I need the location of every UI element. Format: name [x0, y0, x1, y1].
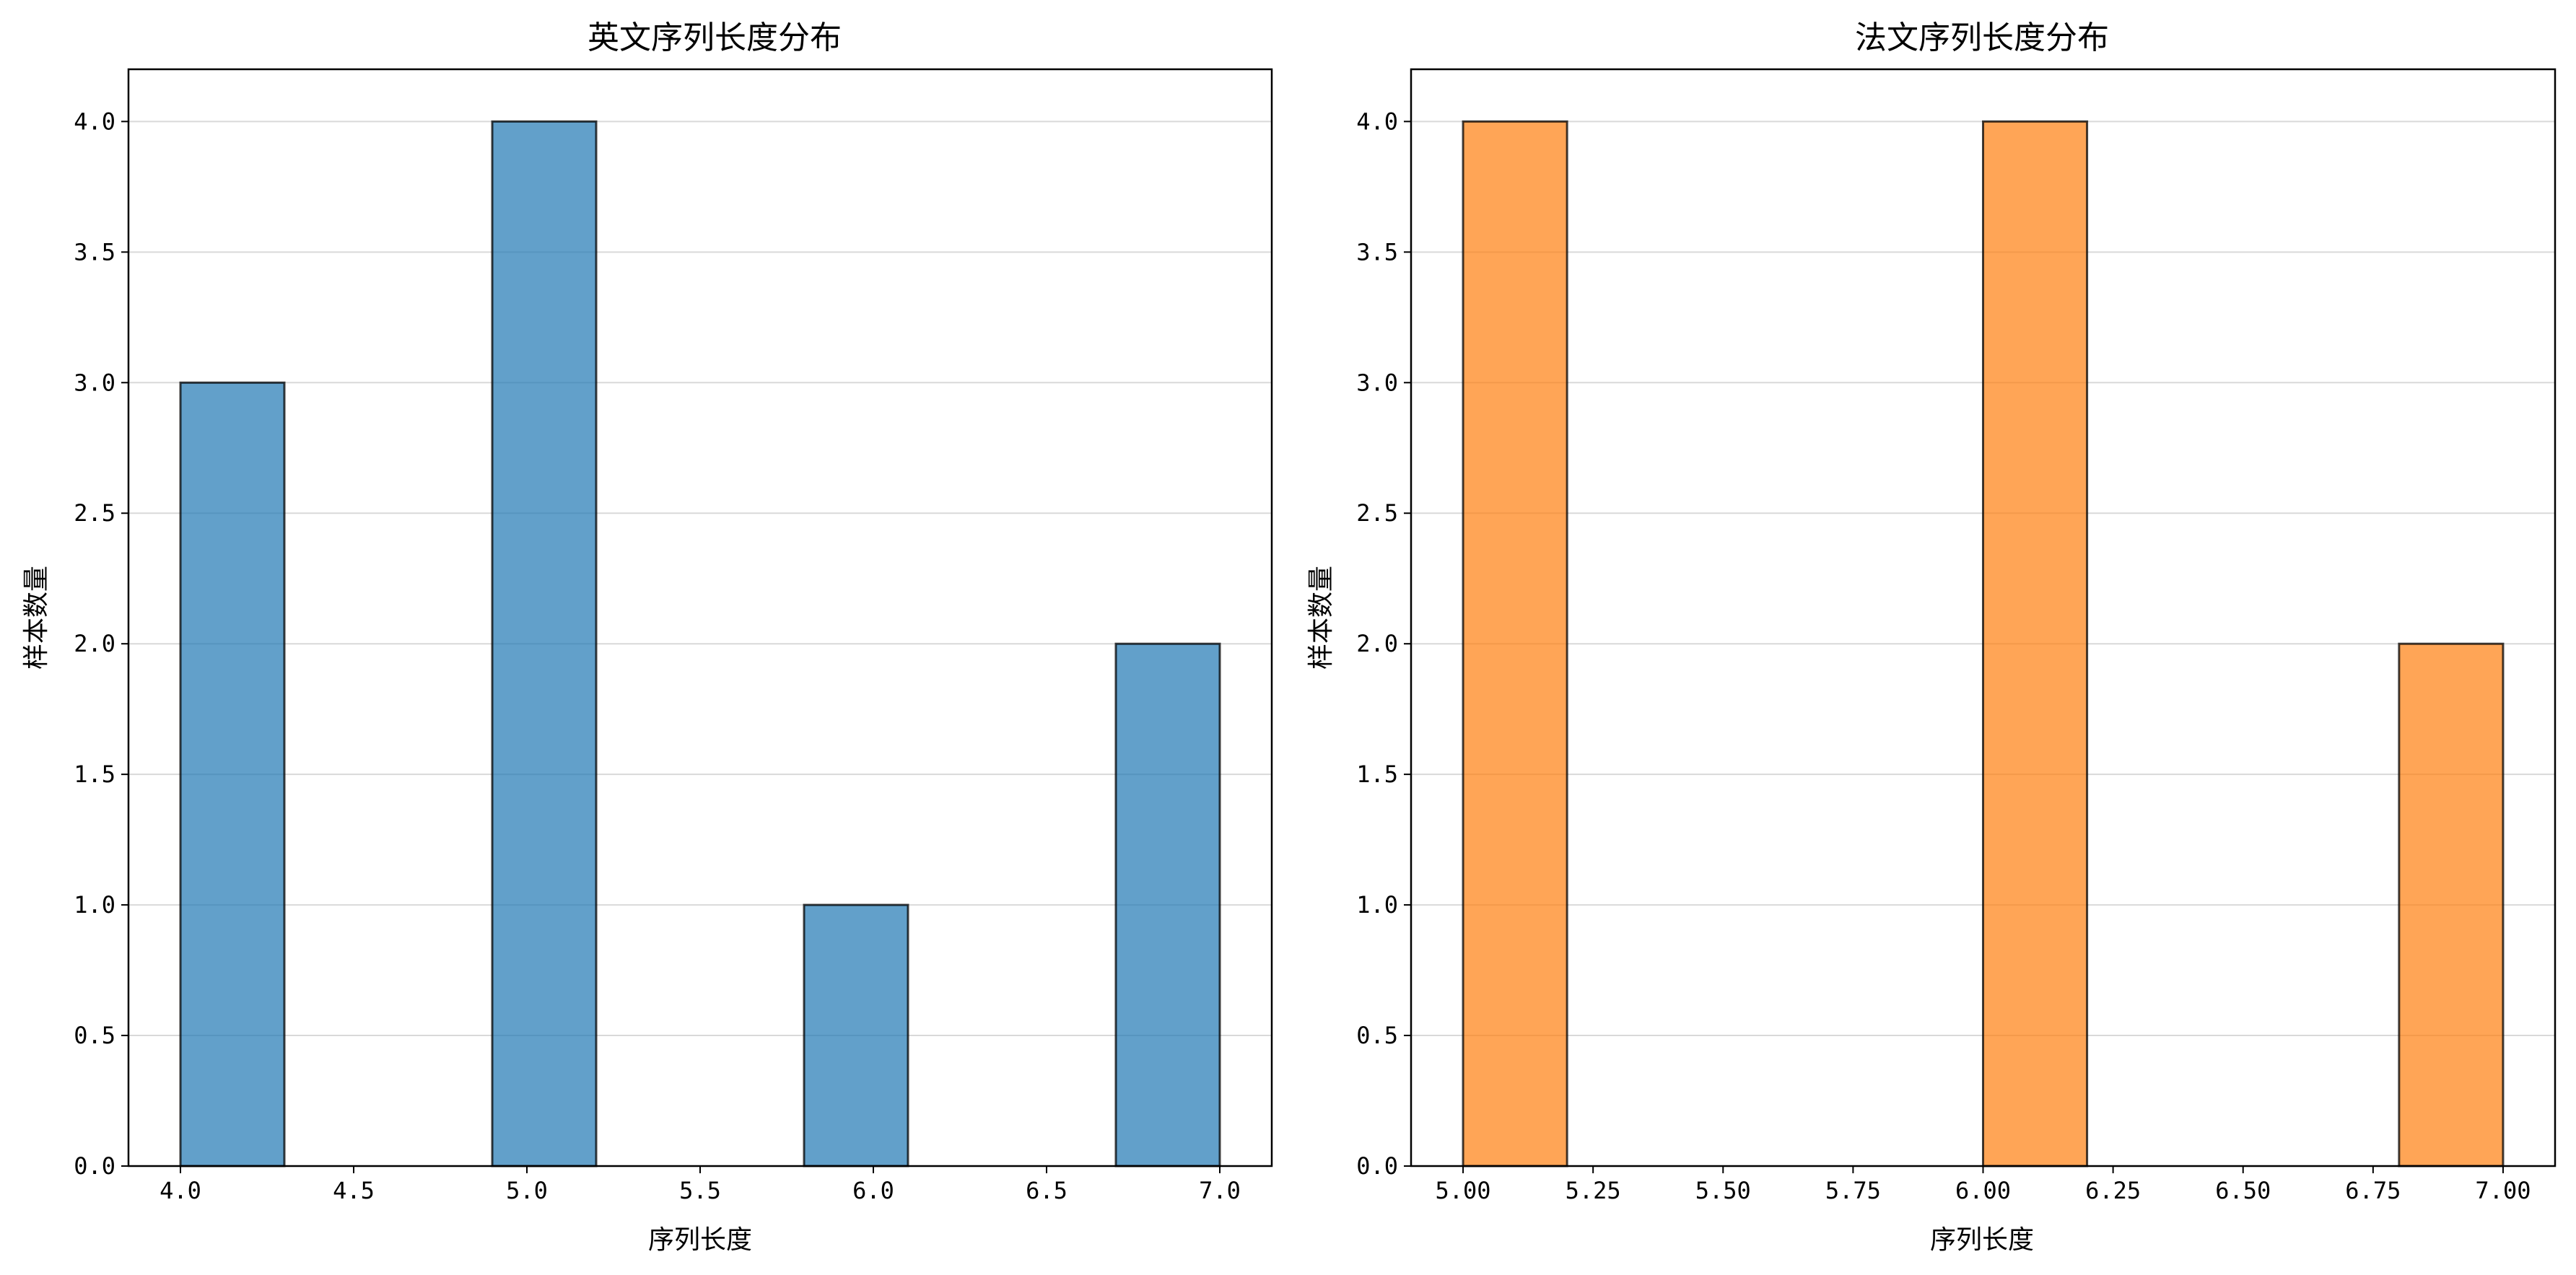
y-tick-label: 0.5 [1356, 1022, 1398, 1049]
y-axis-ticks: 0.0 0.5 1.0 1.5 2.0 2.5 3.0 3.5 4.0 [1356, 108, 1411, 1180]
x-tick-label: 7.00 [2475, 1177, 2531, 1204]
y-tick-label: 3.0 [1356, 369, 1398, 396]
french-length-histogram: 法文序列长度分布 5.00 5.25 5.50 5.75 6.00 6.25 6.50 6.7… [1306, 19, 2557, 1255]
y-tick-label: 4.0 [1356, 108, 1398, 135]
x-tick-label: 4.0 [160, 1177, 201, 1204]
x-tick-label: 6.75 [2345, 1177, 2401, 1204]
x-tick-label: 6.25 [2085, 1177, 2141, 1204]
chart-title: 法文序列长度分布 [1855, 19, 2109, 56]
x-axis-label: 序列长度 [1930, 1225, 2034, 1255]
y-tick-label: 1.5 [74, 761, 115, 788]
x-tick-label: 5.75 [1825, 1177, 1881, 1204]
y-tick-label: 1.5 [1356, 761, 1398, 788]
x-tick-label: 5.00 [1436, 1177, 1491, 1204]
x-tick-label: 5.50 [1695, 1177, 1751, 1204]
y-tick-label: 1.0 [74, 891, 115, 919]
x-tick-label: 4.5 [333, 1177, 375, 1204]
histogram-bar [491, 120, 598, 1167]
y-axis-label: 样本数量 [1306, 566, 1336, 670]
bars [1462, 120, 2505, 1167]
histogram-bar [1982, 120, 2089, 1167]
histogram-bar [803, 903, 909, 1167]
histogram-bar [1462, 120, 1568, 1167]
y-tick-label: 2.0 [1356, 630, 1398, 657]
y-tick-label: 3.5 [74, 238, 115, 266]
y-tick-label: 3.5 [1356, 238, 1398, 266]
histogram-bar [179, 381, 286, 1167]
y-tick-label: 1.0 [1356, 891, 1398, 919]
x-tick-label: 7.0 [1199, 1177, 1241, 1204]
x-axis-ticks: 4.0 4.5 5.0 5.5 6.0 6.5 7.0 [160, 1166, 1241, 1204]
y-tick-label: 2.0 [74, 630, 115, 657]
y-axis-ticks: 0.0 0.5 1.0 1.5 2.0 2.5 3.0 3.5 4.0 [74, 108, 128, 1180]
y-tick-label: 0.5 [74, 1022, 115, 1049]
bars [179, 120, 1221, 1167]
y-tick-label: 0.0 [1356, 1152, 1398, 1180]
y-tick-label: 2.5 [1356, 499, 1398, 527]
y-tick-label: 2.5 [74, 499, 115, 527]
histogram-bar [1114, 642, 1221, 1167]
x-axis-label: 序列长度 [648, 1225, 752, 1255]
x-tick-label: 5.0 [506, 1177, 548, 1204]
english-length-histogram: 英文序列长度分布 4.0 4.5 5.0 5.5 6.0 6.5 7.0 0.0 0.5 1.0… [22, 19, 1273, 1255]
y-tick-label: 3.0 [74, 369, 115, 396]
y-tick-label: 0.0 [74, 1152, 115, 1180]
x-tick-label: 6.0 [852, 1177, 894, 1204]
y-axis-label: 样本数量 [22, 566, 51, 670]
x-axis-ticks: 5.00 5.25 5.50 5.75 6.00 6.25 6.50 6.75 7.00 [1436, 1166, 2531, 1204]
x-tick-label: 5.5 [679, 1177, 721, 1204]
y-tick-label: 4.0 [74, 108, 115, 135]
x-tick-label: 6.5 [1026, 1177, 1067, 1204]
x-tick-label: 6.00 [1955, 1177, 2011, 1204]
x-tick-label: 5.25 [1566, 1177, 1621, 1204]
x-tick-label: 6.50 [2215, 1177, 2271, 1204]
chart-title: 英文序列长度分布 [588, 19, 842, 56]
histogram-bar [2398, 642, 2505, 1167]
